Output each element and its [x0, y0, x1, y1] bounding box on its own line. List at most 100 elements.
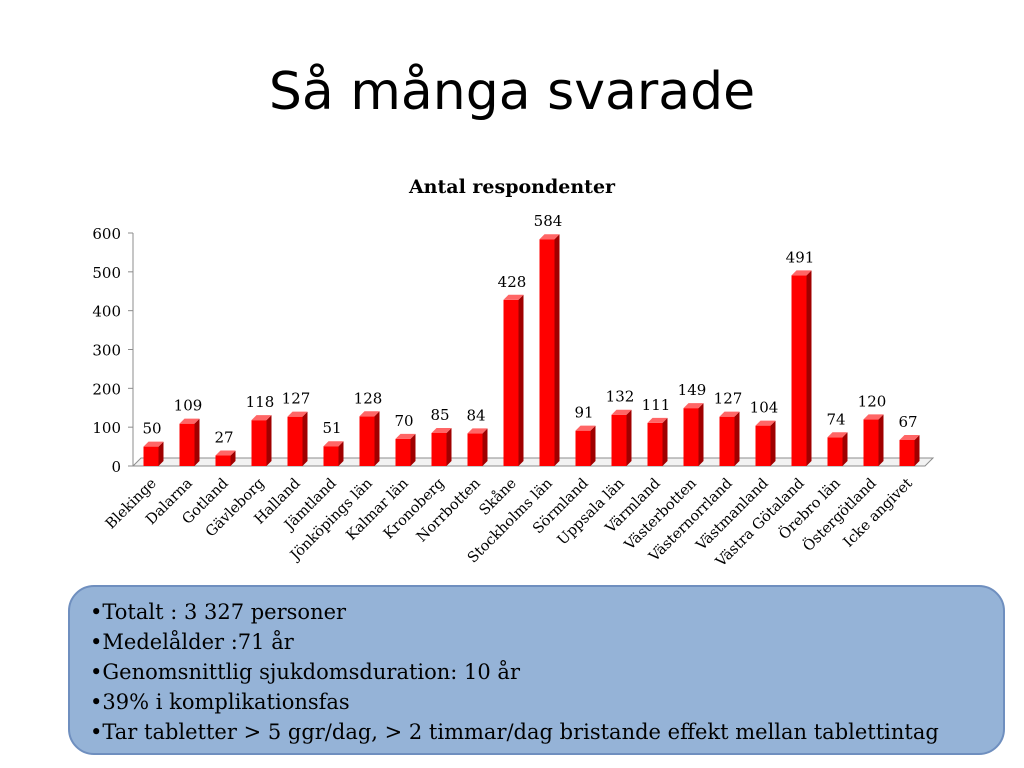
bar-side — [518, 294, 524, 466]
bar-side — [194, 418, 200, 466]
bar-front — [647, 422, 663, 466]
bar-front — [683, 408, 699, 466]
y-tick-label: 400 — [92, 303, 121, 321]
data-label: 428 — [498, 273, 527, 291]
bar — [863, 414, 884, 466]
data-label: 84 — [466, 406, 485, 424]
data-label: 128 — [354, 389, 383, 407]
bar — [287, 411, 308, 466]
bar-top — [467, 428, 488, 434]
bar-top — [359, 411, 380, 417]
bar-top — [719, 411, 740, 417]
data-label: 70 — [394, 412, 413, 430]
data-label: 118 — [246, 393, 275, 411]
bar — [827, 432, 848, 466]
bar-side — [626, 409, 632, 466]
bar-side — [554, 234, 560, 466]
bar-top — [827, 432, 848, 438]
bar-front — [143, 446, 159, 466]
bar-top — [395, 433, 416, 439]
bar — [359, 411, 380, 466]
bar — [575, 425, 596, 466]
bar-top — [683, 403, 704, 409]
data-label: 51 — [322, 419, 341, 437]
data-label: 104 — [750, 399, 779, 417]
data-label: 127 — [282, 390, 311, 408]
y-tick-label: 0 — [111, 458, 121, 476]
bar-front — [395, 438, 411, 466]
data-label: 120 — [858, 392, 887, 410]
bar-front — [539, 239, 555, 466]
bar-front — [431, 432, 447, 466]
bar-front — [791, 275, 807, 466]
bar-top — [899, 434, 920, 440]
bar-front — [467, 433, 483, 466]
summary-box: Totalt : 3 327 personer Medelålder :71 å… — [68, 585, 1005, 755]
bar — [899, 434, 920, 466]
bar-side — [482, 428, 488, 466]
bar-front — [863, 419, 879, 466]
bar-side — [878, 414, 884, 466]
bar-side — [446, 427, 452, 466]
bar-top — [791, 270, 812, 276]
data-label: 74 — [826, 410, 845, 428]
bar-side — [374, 411, 380, 466]
bar-side — [230, 450, 236, 466]
bar-front — [179, 423, 195, 466]
bar-front — [323, 446, 339, 466]
bar-top — [755, 420, 776, 426]
bar-top — [503, 294, 524, 300]
bar-side — [410, 433, 416, 466]
bar — [539, 234, 560, 466]
bar — [431, 427, 452, 466]
bar-front — [251, 420, 267, 466]
y-tick-label: 100 — [92, 419, 121, 437]
bar-side — [806, 270, 812, 466]
y-tick-label: 500 — [92, 264, 121, 282]
bar-top — [323, 441, 344, 447]
bar-top — [143, 441, 164, 447]
bar-front — [719, 416, 735, 466]
bar — [611, 409, 632, 466]
bar — [323, 441, 344, 466]
data-label: 584 — [534, 212, 563, 230]
data-label: 111 — [642, 396, 671, 414]
bar — [791, 270, 812, 466]
bar-front — [611, 414, 627, 466]
bar-top — [647, 417, 668, 423]
summary-item: Totalt : 3 327 personer — [90, 597, 983, 627]
bar-top — [431, 427, 452, 433]
bar-front — [755, 425, 771, 466]
bar-front — [359, 416, 375, 466]
bar-top — [215, 450, 236, 456]
summary-item: Medelålder :71 år — [90, 627, 983, 657]
bar-top — [539, 234, 560, 240]
bar-side — [698, 403, 704, 466]
chart-title: Antal respondenter — [408, 176, 616, 198]
data-label: 149 — [678, 381, 707, 399]
data-label: 91 — [574, 404, 593, 422]
bar-top — [611, 409, 632, 415]
bar-front — [287, 416, 303, 466]
data-label: 109 — [174, 397, 203, 415]
bar-side — [158, 441, 164, 466]
bar-side — [338, 441, 344, 466]
bar-front — [215, 455, 231, 466]
bar — [179, 418, 200, 466]
summary-item: 39% i komplikationsfas — [90, 687, 983, 717]
bar — [719, 411, 740, 466]
bar-side — [914, 434, 920, 466]
y-tick-label: 600 — [92, 225, 121, 243]
bar-side — [302, 411, 308, 466]
data-label: 27 — [214, 429, 233, 447]
bar-top — [287, 411, 308, 417]
data-label: 491 — [786, 248, 815, 266]
bar-front — [575, 430, 591, 466]
bar-front — [899, 439, 915, 466]
bar-top — [863, 414, 884, 420]
bar-side — [662, 417, 668, 466]
bar — [251, 415, 272, 466]
bar — [215, 450, 236, 466]
bar-front — [503, 299, 519, 466]
slide-title: Så många svarade — [268, 62, 756, 122]
